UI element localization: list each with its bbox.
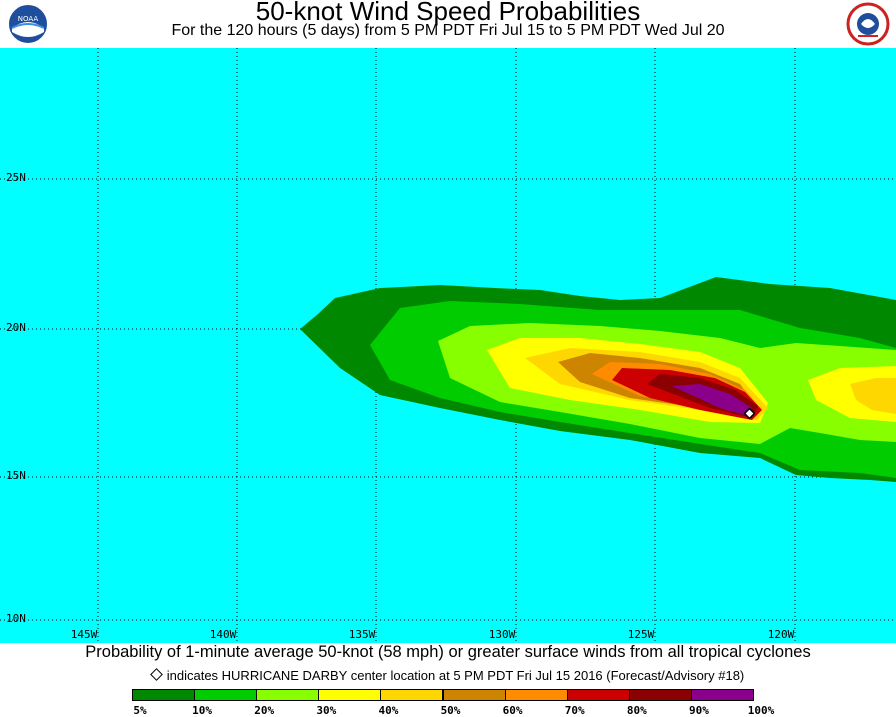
legend-label: 60% <box>502 704 523 717</box>
legend-label: 100% <box>747 704 775 717</box>
legend-label: 30% <box>316 704 337 717</box>
legend-label: 10% <box>192 704 213 717</box>
lat-label: 20N <box>6 321 26 334</box>
storm-marker-note-text: indicates HURRICANE DARBY center locatio… <box>166 668 745 683</box>
legend-label: 50% <box>440 704 461 717</box>
lat-label: 10N <box>6 612 26 625</box>
legend-label: 20% <box>254 704 275 717</box>
noaa-logo-icon: NOAA <box>7 3 49 45</box>
map-caption: Probability of 1-minute average 50-knot … <box>85 643 811 661</box>
wind-probability-map <box>0 48 896 643</box>
lon-label: 120W <box>767 628 795 641</box>
legend-swatch <box>256 689 320 701</box>
page-subtitle: For the 120 hours (5 days) from 5 PM PDT… <box>171 22 725 39</box>
lon-label: 125W <box>627 628 655 641</box>
legend-swatch <box>442 689 506 701</box>
legend-swatch <box>194 689 258 701</box>
storm-center-marker <box>743 407 756 420</box>
legend-swatch <box>380 689 444 701</box>
lat-label: 25N <box>6 171 26 184</box>
legend-swatch <box>690 689 754 701</box>
storm-marker-note: indicates HURRICANE DARBY center locatio… <box>0 668 896 684</box>
legend-label: 40% <box>378 704 399 717</box>
probability-legend <box>132 689 754 701</box>
lon-label: 145W <box>70 628 98 641</box>
diamond-marker-icon <box>149 668 163 681</box>
legend-label: 80% <box>626 704 647 717</box>
noaa-logo-text: NOAA <box>18 15 39 23</box>
legend-label: 90% <box>688 704 709 717</box>
page-title: 50-knot Wind Speed Probabilities <box>255 0 641 26</box>
legend-label: 70% <box>564 704 585 717</box>
lon-label: 130W <box>488 628 516 641</box>
contour-40pct-east <box>850 378 896 414</box>
lon-label: 140W <box>209 628 237 641</box>
nws-logo-icon <box>846 2 890 46</box>
legend-swatch <box>504 689 568 701</box>
legend-swatch <box>132 689 196 701</box>
lat-label: 15N <box>6 469 26 482</box>
legend-swatch <box>318 689 382 701</box>
legend-swatch <box>566 689 630 701</box>
probability-contours <box>300 277 896 482</box>
contour-90pct <box>672 384 752 416</box>
legend-label: 5% <box>133 704 147 717</box>
legend-swatch <box>628 689 692 701</box>
lon-label: 135W <box>348 628 376 641</box>
